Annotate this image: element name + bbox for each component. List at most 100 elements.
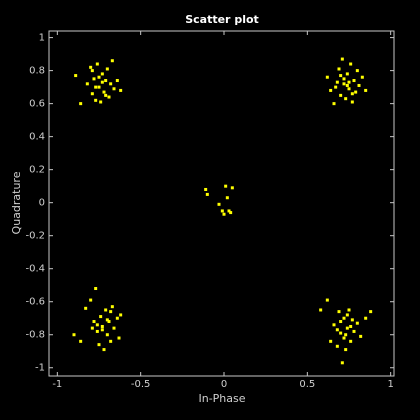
scatter-point bbox=[364, 316, 368, 320]
scatter-point bbox=[329, 88, 333, 92]
scatter-point bbox=[369, 310, 373, 314]
chart-title: Scatter plot bbox=[185, 13, 259, 26]
scatter-point bbox=[90, 92, 94, 96]
scatter-point bbox=[332, 323, 336, 327]
scatter-point bbox=[102, 90, 106, 94]
y-tick-label: -1 bbox=[35, 363, 45, 374]
scatter-point bbox=[344, 348, 348, 352]
scatter-point bbox=[347, 87, 351, 91]
scatter-point bbox=[97, 75, 101, 79]
y-tick-label: -0.8 bbox=[25, 330, 45, 341]
scatter-point bbox=[224, 184, 228, 188]
scatter-point bbox=[74, 74, 78, 78]
scatter-point bbox=[104, 79, 108, 83]
scatter-point bbox=[217, 202, 221, 206]
scatter-point bbox=[100, 72, 104, 76]
scatter-point bbox=[335, 80, 339, 84]
scatter-point bbox=[119, 88, 123, 92]
scatter-point bbox=[349, 339, 353, 343]
scatter-point bbox=[100, 324, 104, 328]
scatter-point bbox=[95, 62, 99, 66]
scatter-point bbox=[92, 77, 96, 81]
scatter-point bbox=[109, 82, 113, 86]
scatter-point bbox=[102, 348, 106, 352]
scatter-point bbox=[100, 328, 104, 332]
y-tick-label: 0.4 bbox=[29, 132, 45, 143]
scatter-point bbox=[105, 318, 109, 322]
scatter-point bbox=[345, 326, 349, 330]
scatter-point bbox=[345, 313, 349, 317]
scatter-point bbox=[359, 334, 363, 338]
scatter-point bbox=[104, 308, 108, 312]
x-axis-label: In-Phase bbox=[198, 392, 245, 405]
scatter-point bbox=[355, 321, 359, 325]
scatter-point bbox=[342, 82, 346, 86]
scatter-point bbox=[227, 209, 231, 213]
scatter-point bbox=[90, 326, 94, 330]
scatter-point bbox=[109, 339, 113, 343]
scatter-point bbox=[349, 324, 353, 328]
scatter-point bbox=[332, 102, 336, 106]
scatter-point bbox=[204, 187, 208, 191]
scatter-point bbox=[344, 97, 348, 101]
scatter-point bbox=[105, 67, 109, 71]
scatter-point bbox=[109, 310, 113, 314]
scatter-point bbox=[350, 92, 354, 96]
scatter-point bbox=[347, 80, 351, 84]
x-tick-label: 0 bbox=[221, 379, 227, 390]
axes-box bbox=[48, 30, 395, 377]
scatter-point bbox=[342, 77, 346, 81]
scatter-point bbox=[352, 79, 356, 83]
y-tick-label: 0.8 bbox=[29, 66, 45, 77]
x-tick-label: 0.5 bbox=[299, 379, 315, 390]
scatter-point bbox=[110, 59, 114, 63]
scatter-point bbox=[112, 326, 116, 330]
scatter-point bbox=[79, 339, 83, 343]
scatter-point bbox=[230, 186, 234, 190]
scatter-point bbox=[104, 93, 108, 97]
y-tick-label: 0 bbox=[39, 198, 45, 209]
scatter-point bbox=[115, 79, 119, 83]
scatter-point bbox=[225, 196, 229, 200]
scatter-point bbox=[95, 323, 99, 327]
y-axis-label: Quadrature bbox=[10, 171, 23, 234]
scatter-point bbox=[344, 333, 348, 337]
scatter-point bbox=[335, 344, 339, 348]
scatter-point bbox=[347, 308, 351, 312]
y-tick-label: 0.6 bbox=[29, 99, 45, 110]
scatter-point bbox=[342, 316, 346, 320]
scatter-point bbox=[100, 80, 104, 84]
scatter-point bbox=[340, 361, 344, 365]
scatter-point bbox=[115, 316, 119, 320]
scatter-point bbox=[360, 75, 364, 79]
scatter-point bbox=[349, 62, 353, 66]
scatter-point bbox=[334, 85, 338, 89]
scatter-point bbox=[342, 336, 346, 340]
scatter-point bbox=[220, 209, 224, 213]
scatter-point bbox=[94, 85, 98, 89]
scatter-point bbox=[107, 320, 111, 324]
scatter-point bbox=[345, 83, 349, 87]
scatter-point bbox=[340, 57, 344, 61]
scatter-point bbox=[85, 82, 89, 86]
scatter-point bbox=[357, 83, 361, 87]
scatter-point bbox=[335, 328, 339, 332]
scatter-point bbox=[84, 306, 88, 310]
scatter-point bbox=[337, 310, 341, 314]
scatter-point bbox=[94, 287, 98, 291]
scatter-point bbox=[364, 88, 368, 92]
scatter-point bbox=[97, 343, 101, 347]
x-tick-label: 1 bbox=[387, 379, 393, 390]
scatter-point bbox=[112, 87, 116, 91]
scatter-point bbox=[339, 74, 343, 78]
scatter-point bbox=[350, 100, 354, 104]
scatter-point bbox=[105, 333, 109, 337]
y-tick-label: 0.2 bbox=[29, 165, 45, 176]
scatter-point bbox=[350, 318, 354, 322]
scatter-point bbox=[107, 95, 111, 99]
scatter-point bbox=[79, 102, 83, 106]
scatter-point bbox=[119, 313, 123, 317]
scatter-point bbox=[352, 329, 356, 333]
y-tick-label: -0.2 bbox=[25, 231, 45, 242]
